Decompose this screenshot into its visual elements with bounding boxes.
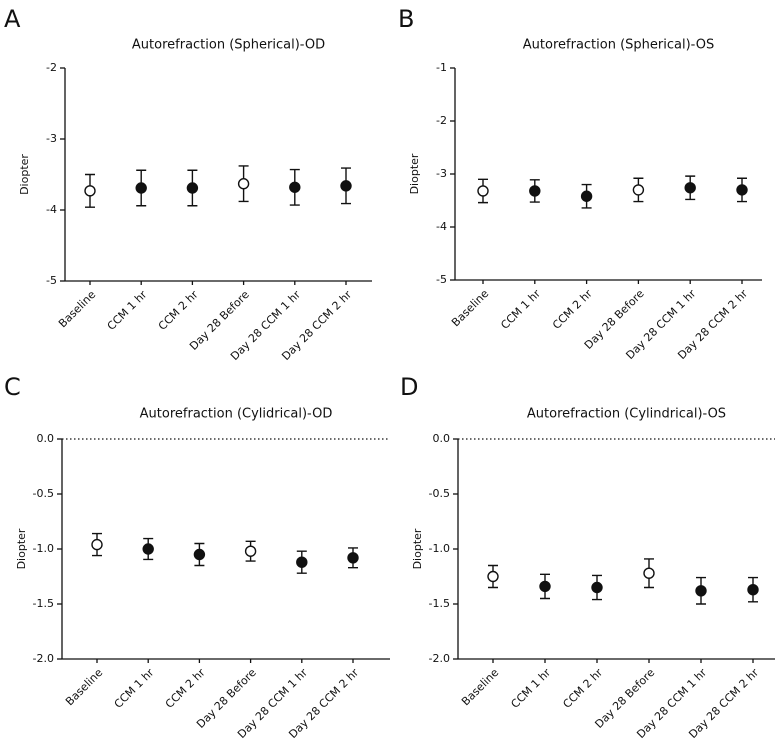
data-point bbox=[186, 182, 199, 194]
chart-title: Autorefraction (Spherical)-OS bbox=[523, 38, 714, 53]
y-tick-label: -1.0 bbox=[33, 542, 54, 555]
y-axis-label: Diopter bbox=[411, 528, 424, 569]
y-tick-label: -1.5 bbox=[33, 597, 54, 610]
x-tick-label: Baseline bbox=[63, 666, 105, 708]
y-tick-label: -2 bbox=[46, 61, 57, 74]
data-point bbox=[539, 580, 551, 593]
y-tick-label: -4 bbox=[436, 220, 447, 233]
data-point bbox=[347, 552, 359, 564]
y-tick-label: 0.0 bbox=[433, 432, 451, 445]
data-point bbox=[529, 185, 541, 197]
data-point bbox=[632, 184, 645, 196]
data-point bbox=[289, 181, 301, 193]
y-tick-label: -1 bbox=[436, 61, 447, 74]
y-tick-label: -2 bbox=[436, 114, 447, 127]
x-tick-label: CCM 2 hr bbox=[550, 287, 595, 332]
y-tick-label: -1.5 bbox=[429, 597, 450, 610]
data-point bbox=[340, 180, 352, 192]
data-point bbox=[580, 190, 593, 202]
data-point bbox=[84, 185, 96, 197]
y-axis-label: Diopter bbox=[18, 154, 31, 195]
y-tick-label: -3 bbox=[436, 167, 447, 180]
x-tick-label: CCM 1 hr bbox=[112, 666, 157, 711]
data-point bbox=[135, 182, 147, 194]
x-tick-label: Baseline bbox=[56, 288, 98, 330]
x-tick-label: CCM 1 hr bbox=[508, 666, 553, 711]
x-tick-label: Baseline bbox=[449, 287, 491, 329]
y-tick-label: -1.0 bbox=[429, 542, 450, 555]
data-point bbox=[695, 585, 707, 597]
y-tick-label: -5 bbox=[46, 274, 57, 287]
panel-letter: A bbox=[4, 5, 21, 33]
x-tick-label: CCM 2 hr bbox=[156, 288, 201, 333]
x-tick-label: Baseline bbox=[459, 666, 501, 708]
panel-letter: B bbox=[398, 5, 414, 33]
data-point bbox=[684, 182, 696, 194]
data-point bbox=[244, 545, 257, 557]
y-tick-label: -4 bbox=[46, 203, 57, 216]
data-point bbox=[477, 185, 489, 197]
data-point bbox=[736, 184, 748, 196]
y-axis-label: Diopter bbox=[15, 528, 28, 569]
y-tick-label: -5 bbox=[436, 273, 447, 286]
x-tick-label: CCM 1 hr bbox=[105, 288, 150, 333]
chart-title: Autorefraction (Cylindrical)-OS bbox=[527, 407, 726, 422]
y-tick-label: 0.0 bbox=[37, 432, 55, 445]
chart-title: Autorefraction (Spherical)-OD bbox=[132, 38, 325, 53]
y-axis-label: Diopter bbox=[408, 153, 421, 194]
panel-letter: C bbox=[4, 373, 21, 401]
x-tick-label: CCM 1 hr bbox=[498, 287, 543, 332]
y-tick-label: -2.0 bbox=[33, 652, 54, 665]
y-tick-label: -0.5 bbox=[429, 487, 450, 500]
data-point bbox=[237, 178, 250, 190]
x-tick-label: CCM 2 hr bbox=[560, 666, 605, 711]
data-point bbox=[591, 581, 603, 594]
data-point bbox=[643, 567, 655, 579]
data-point bbox=[747, 584, 759, 596]
data-point bbox=[142, 543, 154, 555]
data-point bbox=[487, 570, 499, 583]
panel-letter: D bbox=[400, 373, 418, 401]
y-tick-label: -0.5 bbox=[33, 487, 54, 500]
y-tick-label: -2.0 bbox=[429, 652, 450, 665]
y-tick-label: -3 bbox=[46, 132, 57, 145]
data-point bbox=[296, 556, 308, 568]
data-point bbox=[91, 538, 103, 551]
data-point bbox=[193, 548, 206, 561]
chart-title: Autorefraction (Cylidrical)-OD bbox=[140, 407, 333, 422]
x-tick-label: CCM 2 hr bbox=[163, 666, 208, 711]
